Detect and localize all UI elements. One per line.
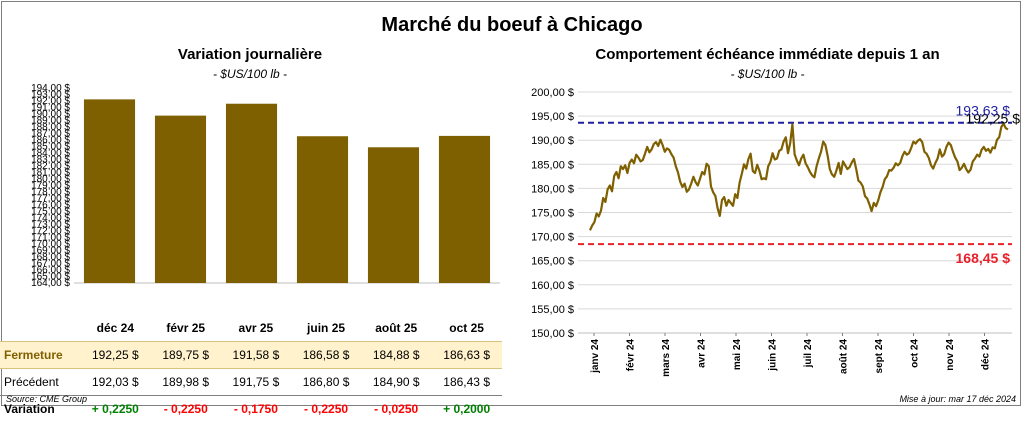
closing-cell: 189,75 $ — [151, 342, 221, 369]
table-row-previous: Précédent 192,03 $ 189,98 $ 191,75 $ 186… — [0, 369, 502, 396]
previous-cell: 186,80 $ — [291, 369, 361, 396]
x-tick-label: mai 24 — [732, 339, 743, 371]
table-header-cell: oct 25 — [431, 315, 502, 342]
table-header-cell: févr 25 — [151, 315, 221, 342]
bar — [84, 99, 135, 283]
bar-chart: 164,00 $165,00 $166,00 $167,00 $168,00 $… — [31, 83, 500, 289]
x-tick-label: juin 24 — [768, 339, 779, 372]
x-tick-label: sept 24 — [874, 339, 885, 374]
row-label-closing: Fermeture — [0, 342, 80, 369]
table-header-row: déc 24 févr 25 avr 25 juin 25 août 25 oc… — [0, 315, 502, 342]
y-tick-label: 175,00 $ — [531, 208, 574, 220]
closing-cell: 186,58 $ — [291, 342, 361, 369]
min-label: 168,45 $ — [956, 250, 1011, 266]
x-tick-label: déc 24 — [981, 339, 992, 371]
max-label: 193,63 $ — [956, 103, 1011, 119]
quotes-table: déc 24 févr 25 avr 25 juin 25 août 25 oc… — [0, 315, 502, 422]
table-header-cell: juin 25 — [291, 315, 361, 342]
y-tick-label: 150,00 $ — [531, 328, 574, 340]
previous-cell: 191,75 $ — [221, 369, 291, 396]
table-header-cell: août 25 — [361, 315, 431, 342]
closing-cell: 192,25 $ — [80, 342, 151, 369]
row-label-previous: Précédent — [0, 369, 80, 396]
y-tick-label: 195,00 $ — [531, 111, 574, 123]
closing-cell: 186,63 $ — [431, 342, 502, 369]
previous-cell: 186,43 $ — [431, 369, 502, 396]
y-tick-label: 185,00 $ — [531, 159, 574, 171]
y-tick-label: 200,00 $ — [531, 87, 574, 99]
y-tick-label: 155,00 $ — [531, 304, 574, 316]
source-note: Source: CME Group — [6, 394, 87, 404]
x-tick-label: nov 24 — [945, 339, 956, 371]
bar — [439, 136, 490, 283]
y-tick-label: 180,00 $ — [531, 183, 574, 195]
x-tick-label: avr 24 — [697, 339, 708, 368]
previous-cell: 184,90 $ — [361, 369, 431, 396]
y-tick-label: 165,00 $ — [531, 256, 574, 268]
bar — [226, 104, 277, 283]
x-tick-label: août 24 — [839, 339, 850, 374]
closing-cell: 191,58 $ — [221, 342, 291, 369]
table-header-cell: déc 24 — [80, 315, 151, 342]
y-tick-label: 194,00 $ — [31, 83, 70, 94]
y-tick-label: 190,00 $ — [531, 135, 574, 147]
x-tick-label: mars 24 — [661, 339, 672, 377]
updated-note: Mise à jour: mar 17 déc 2024 — [899, 394, 1016, 404]
table-header-cell: avr 25 — [221, 315, 291, 342]
table-row-closing: Fermeture 192,25 $ 189,75 $ 191,58 $ 186… — [0, 342, 502, 369]
closing-cell: 184,88 $ — [361, 342, 431, 369]
previous-cell: 189,98 $ — [151, 369, 221, 396]
y-tick-label: 170,00 $ — [531, 232, 574, 244]
bar — [368, 147, 419, 283]
line-chart: 150,00 $ 155,00 $ 160,00 $ 165,00 $ 170,00 $… — [531, 87, 1020, 377]
bar — [297, 136, 348, 283]
x-tick-label: févr 24 — [626, 339, 637, 372]
x-tick-label: oct 24 — [910, 339, 921, 368]
previous-cell: 192,03 $ — [80, 369, 151, 396]
x-tick-label: janv 24 — [590, 339, 601, 374]
y-tick-label: 160,00 $ — [531, 280, 574, 292]
x-tick-label: juil 24 — [803, 339, 814, 369]
bar — [155, 116, 206, 283]
